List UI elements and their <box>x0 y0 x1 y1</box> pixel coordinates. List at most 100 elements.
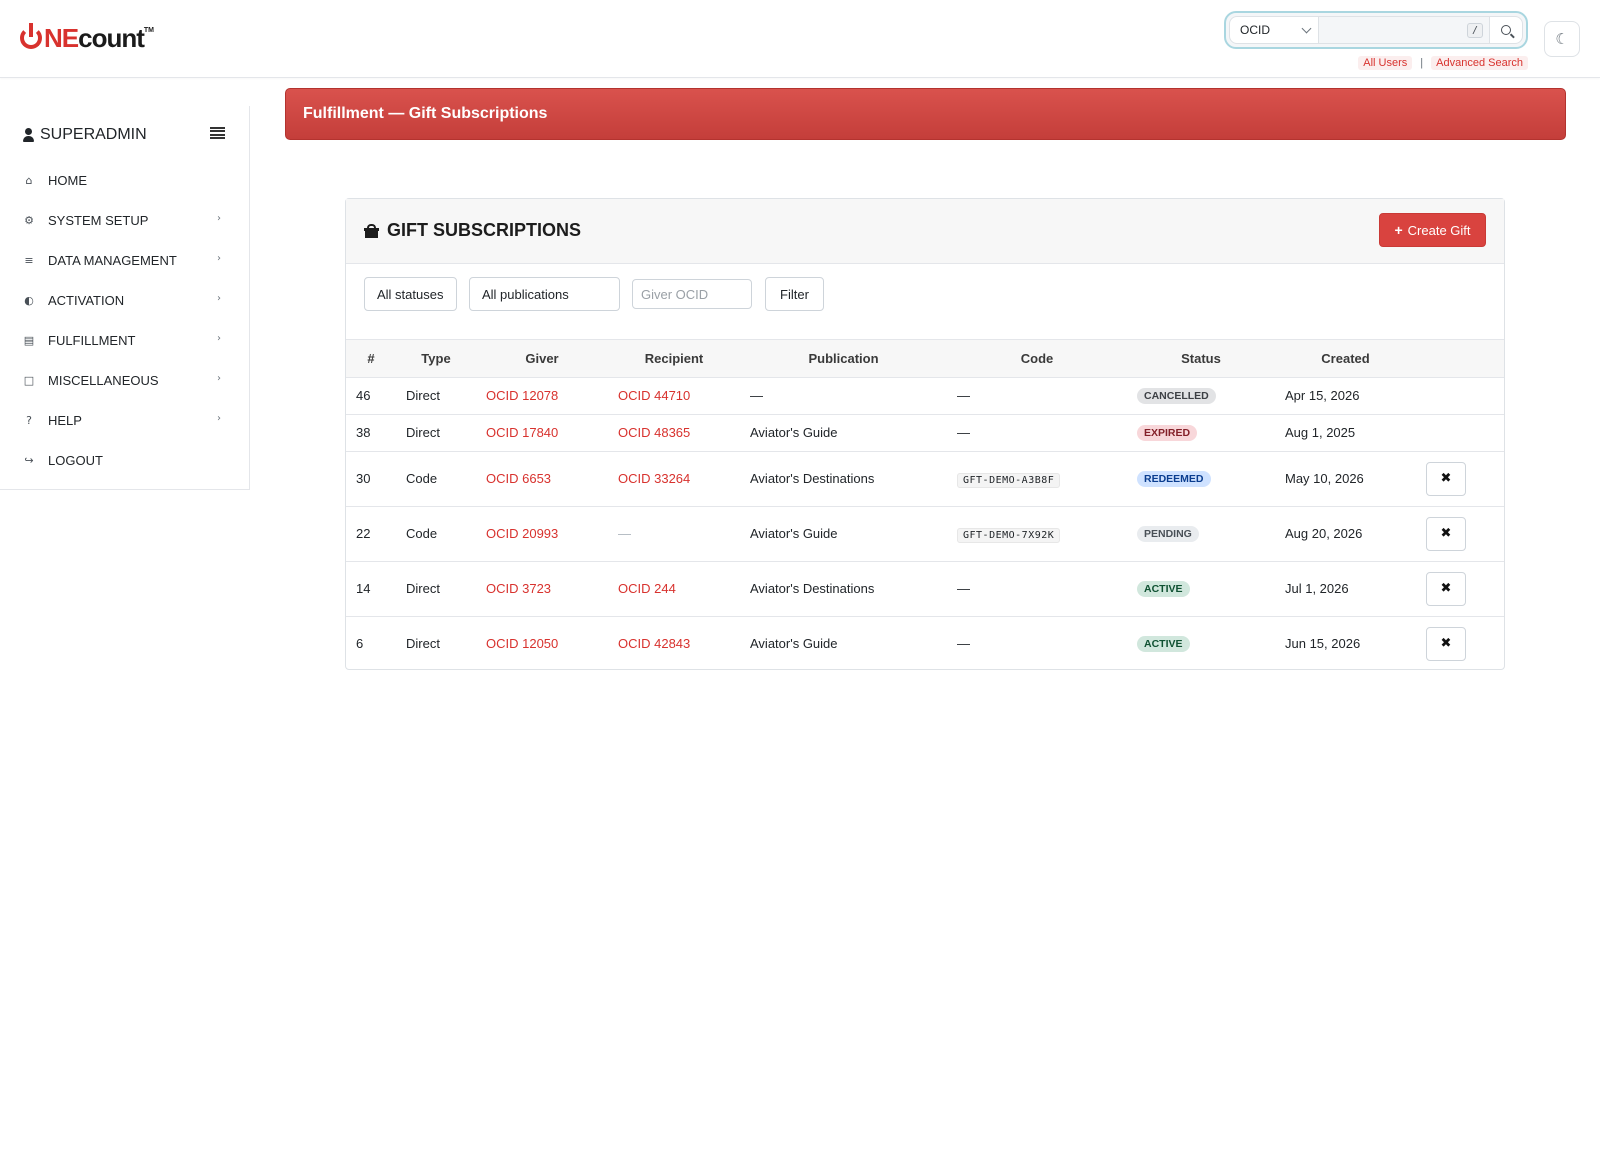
sidebar-item-fulfillment[interactable]: ▤ FULFILLMENT › <box>0 320 249 360</box>
cancel-gift-button[interactable]: ✖ <box>1426 461 1466 496</box>
sidebar: SUPERADMIN ⌂ HOME ⚙ SYSTEM SETUP › ≡ DATA MANA… <box>0 106 250 490</box>
global-search: OCID / <box>1224 11 1528 49</box>
home-icon: ⌂ <box>25 173 33 187</box>
recipient-cell: OCID 44710 <box>608 377 740 415</box>
user-icon <box>23 128 34 142</box>
plus-icon: + <box>1394 222 1403 238</box>
sidebar-item-data-management[interactable]: ≡ DATA MANAGEMENT › <box>0 240 249 280</box>
user-menu[interactable]: SUPERADMIN <box>23 126 147 144</box>
all-users-link[interactable]: All Users <box>1358 56 1413 70</box>
recipient-link[interactable]: OCID 33264 <box>618 471 691 486</box>
publication: Aviator's Destinations <box>740 561 947 617</box>
card-title-text: GIFT SUBSCRIPTIONS <box>387 220 582 240</box>
actions-cell: ✖ <box>1416 506 1504 562</box>
status-cell: ACTIVE <box>1127 616 1275 671</box>
giver-ocid-input[interactable]: Giver OCID <box>632 279 752 309</box>
cancel-gift-button[interactable]: ✖ <box>1426 571 1466 606</box>
column-header: Status <box>1127 340 1275 378</box>
giver-link[interactable]: OCID 6653 <box>486 471 552 486</box>
search-icon <box>1501 25 1511 35</box>
sidebar-item-system-setup[interactable]: ⚙ SYSTEM SETUP › <box>0 200 249 240</box>
theme-toggle-button[interactable]: ☾ <box>1544 21 1580 57</box>
status-filter-select[interactable]: All statuses <box>364 277 457 311</box>
gift-type: Direct <box>396 377 476 415</box>
status-cell: REDEEMED <box>1127 451 1275 507</box>
close-icon: ✖ <box>1440 526 1452 541</box>
sidebar-item-label: LOGOUT <box>48 452 103 468</box>
gift-code: GFT-DEMO-A3B8F <box>957 473 1061 488</box>
code-cell: GFT-DEMO-7X92K <box>947 506 1127 562</box>
chevron-down-icon <box>1301 23 1312 33</box>
cancel-gift-button[interactable]: ✖ <box>1426 626 1466 661</box>
sidebar-nav: ⌂ HOME ⚙ SYSTEM SETUP › ≡ DATA MANAGEMENT › ◐ ACT… <box>0 160 249 480</box>
status-cell: CANCELLED <box>1127 377 1275 415</box>
column-header: Giver <box>476 340 608 378</box>
sidebar-toggle-icon[interactable] <box>210 127 225 139</box>
search-button[interactable] <box>1489 16 1523 44</box>
giver-link[interactable]: OCID 3723 <box>486 581 552 596</box>
created-date: Apr 15, 2026 <box>1275 377 1416 415</box>
gift-id: 38 <box>346 414 396 452</box>
gift-type: Direct <box>396 414 476 452</box>
actions-column-header <box>1416 340 1504 378</box>
gift-id: 6 <box>356 636 364 652</box>
gift-type: Direct <box>406 636 440 652</box>
code-cell: — <box>947 616 1127 671</box>
sidebar-item-help[interactable]: ? HELP › <box>0 400 249 440</box>
sidebar-item-logout[interactable]: ↪ LOGOUT <box>0 440 249 480</box>
sidebar-item-activation[interactable]: ◐ ACTIVATION › <box>0 280 249 320</box>
giver-link[interactable]: OCID 12050 <box>486 636 559 652</box>
onecount-logo[interactable]: NE count TM <box>20 23 154 53</box>
giver-link[interactable]: OCID 17840 <box>486 425 559 440</box>
cancel-gift-button[interactable]: ✖ <box>1426 516 1466 551</box>
actions-cell <box>1416 414 1504 452</box>
create-gift-button[interactable]: + Create Gift <box>1379 213 1486 247</box>
advanced-search-link[interactable]: Advanced Search <box>1431 56 1528 70</box>
create-gift-label: Create Gift <box>1407 222 1471 238</box>
table-body: 46 Direct OCID 12078 OCID 44710— — CANCELLED A… <box>346 377 1504 671</box>
search-type-select[interactable]: OCID <box>1229 16 1319 44</box>
chevron-right-icon: › <box>217 253 221 264</box>
sidebar-item-label: FULFILLMENT <box>48 332 136 348</box>
publication: Aviator's Guide <box>740 506 947 562</box>
gift-type: Code <box>396 451 476 507</box>
recipient-link[interactable]: OCID 48365 <box>618 425 691 440</box>
status-badge: CANCELLED <box>1137 388 1216 404</box>
sidebar-item-label: MISCELLANEOUS <box>48 372 159 388</box>
giver-cell: OCID 12078 <box>476 377 608 415</box>
gear-icon: ⚙ <box>24 213 34 227</box>
card-header: GIFT SUBSCRIPTIONS + Create Gift <box>346 199 1504 264</box>
recipient-link[interactable]: OCID 244 <box>618 581 676 596</box>
status-badge: PENDING <box>1137 526 1199 542</box>
publication-filter-select[interactable]: All publications <box>469 277 620 311</box>
recipient-link: — <box>618 526 631 541</box>
giver-link[interactable]: OCID 20993 <box>486 526 559 541</box>
publication: — <box>740 377 947 415</box>
status-cell: ACTIVE <box>1127 561 1275 617</box>
search-input[interactable]: / <box>1319 16 1489 44</box>
status-badge: EXPIRED <box>1137 425 1198 441</box>
chevron-right-icon: › <box>217 213 221 224</box>
question-icon: ? <box>26 413 32 427</box>
sidebar-item-home[interactable]: ⌂ HOME <box>0 160 249 200</box>
filter-button[interactable]: Filter <box>765 277 824 311</box>
recipient-cell: OCID 42843 <box>608 616 740 671</box>
sidebar-item-miscellaneous[interactable]: □ MISCELLANEOUS › <box>0 360 249 400</box>
sidebar-item-label: SYSTEM SETUP <box>48 212 149 228</box>
gift-code: — <box>957 425 970 440</box>
recipient-link[interactable]: OCID 44710 <box>618 388 691 403</box>
giver-link[interactable]: OCID 12078 <box>486 388 559 403</box>
gift-icon <box>364 223 379 238</box>
status-cell: PENDING <box>1127 506 1275 562</box>
code-cell: — <box>947 414 1127 452</box>
created-date: Aug 1, 2025 <box>1275 414 1416 452</box>
status-badge: REDEEMED <box>1137 471 1211 487</box>
recipient-link[interactable]: OCID 42843 <box>618 636 691 652</box>
gift-id: 22 <box>346 506 396 562</box>
top-bar: NE count TM OCID / All Users | Advanced … <box>0 0 1600 78</box>
quicklinks-separator: | <box>1420 57 1424 69</box>
table-row: 46 Direct OCID 12078 OCID 44710 — — CANCELLED A… <box>346 377 1504 415</box>
search-type-value: OCID <box>1240 23 1270 37</box>
shortcut-key: / <box>1467 23 1483 38</box>
gift-code: — <box>957 581 970 596</box>
